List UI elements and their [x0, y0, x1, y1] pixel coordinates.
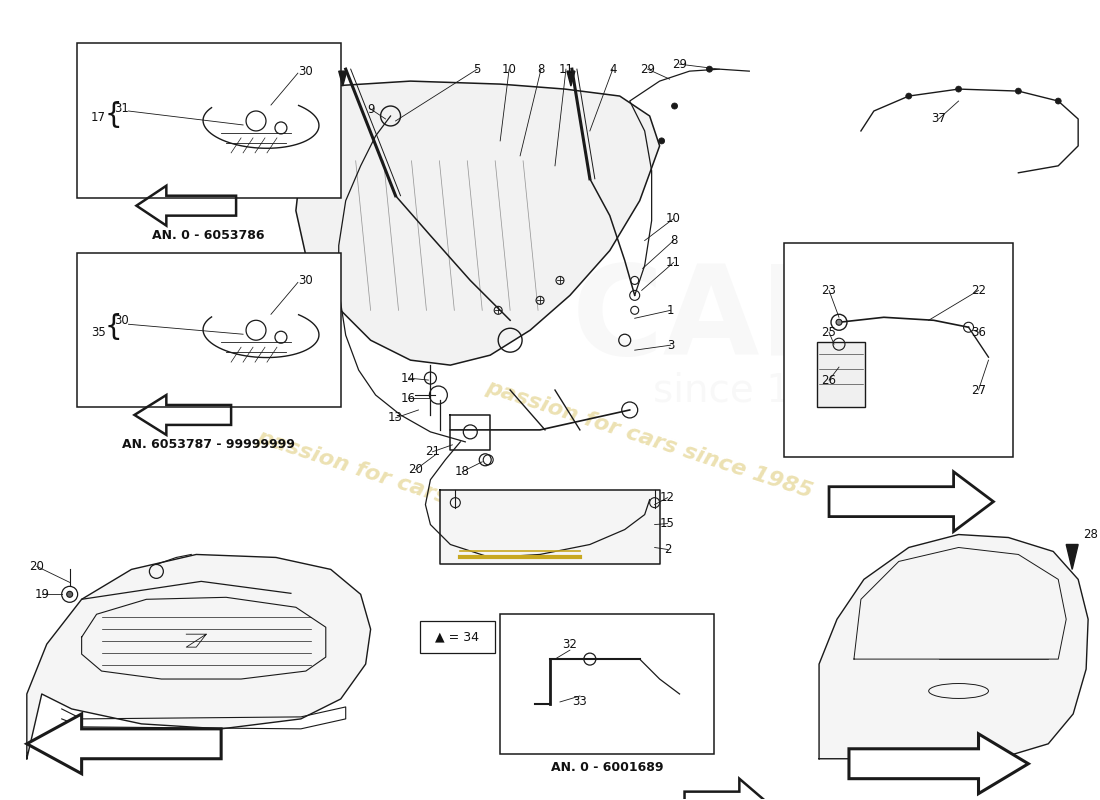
Polygon shape: [26, 554, 371, 758]
Text: 5: 5: [474, 62, 481, 76]
Text: passion for cars since 1985: passion for cars since 1985: [254, 427, 586, 552]
Text: 20: 20: [408, 463, 422, 476]
Text: 2: 2: [663, 543, 671, 556]
Text: 12: 12: [660, 491, 675, 504]
Text: ▲ = 34: ▲ = 34: [436, 630, 480, 644]
FancyBboxPatch shape: [817, 342, 865, 407]
FancyBboxPatch shape: [77, 43, 341, 198]
Text: 30: 30: [298, 274, 314, 287]
Text: 15: 15: [660, 517, 675, 530]
Text: 9: 9: [367, 102, 374, 115]
Text: 37: 37: [932, 113, 946, 126]
Polygon shape: [829, 472, 993, 531]
FancyBboxPatch shape: [420, 622, 495, 653]
Text: 3: 3: [667, 338, 674, 352]
Text: 28: 28: [1082, 528, 1098, 541]
Polygon shape: [440, 490, 660, 565]
Text: 1: 1: [667, 304, 674, 317]
Text: 30: 30: [298, 65, 314, 78]
Polygon shape: [296, 81, 660, 365]
Circle shape: [706, 66, 713, 72]
Text: 29: 29: [672, 58, 688, 70]
Polygon shape: [1066, 545, 1078, 570]
Text: since 1985: since 1985: [653, 371, 866, 409]
Text: 13: 13: [388, 411, 403, 425]
FancyBboxPatch shape: [500, 614, 714, 754]
Text: 8: 8: [537, 62, 544, 76]
Circle shape: [67, 591, 73, 598]
Text: AN. 0 - 6001689: AN. 0 - 6001689: [551, 762, 663, 774]
Text: 27: 27: [971, 383, 986, 397]
Text: 20: 20: [30, 560, 44, 573]
Circle shape: [1055, 98, 1061, 104]
Text: 10: 10: [502, 62, 517, 76]
Text: 23: 23: [822, 284, 836, 297]
Circle shape: [836, 319, 842, 326]
Polygon shape: [849, 734, 1028, 794]
Circle shape: [905, 93, 912, 99]
Text: 8: 8: [670, 234, 678, 247]
Text: 11: 11: [667, 256, 681, 269]
Circle shape: [956, 86, 961, 92]
Text: 10: 10: [667, 212, 681, 225]
Text: 18: 18: [455, 466, 470, 478]
Text: 16: 16: [402, 391, 416, 405]
Text: 11: 11: [559, 62, 573, 76]
Circle shape: [1015, 88, 1022, 94]
Text: AN. 0 - 6053786: AN. 0 - 6053786: [152, 229, 264, 242]
FancyBboxPatch shape: [784, 242, 1013, 457]
FancyBboxPatch shape: [77, 253, 341, 407]
Text: CARS: CARS: [572, 260, 947, 381]
Polygon shape: [26, 714, 221, 774]
Text: 33: 33: [572, 695, 587, 709]
Text: 32: 32: [562, 638, 578, 650]
Text: 14: 14: [402, 371, 416, 385]
Text: 19: 19: [34, 588, 50, 601]
Text: 22: 22: [971, 284, 986, 297]
Text: 26: 26: [822, 374, 836, 386]
Polygon shape: [684, 778, 774, 800]
Text: passion for cars since 1985: passion for cars since 1985: [484, 378, 816, 502]
Text: {: {: [104, 101, 122, 129]
Circle shape: [672, 103, 678, 109]
Polygon shape: [339, 71, 346, 86]
Text: AN. 6053787 - 99999999: AN. 6053787 - 99999999: [122, 438, 295, 451]
Text: 29: 29: [640, 62, 656, 76]
Text: 21: 21: [425, 446, 440, 458]
Text: 31: 31: [114, 102, 129, 114]
Text: 4: 4: [609, 62, 616, 76]
Text: 25: 25: [822, 326, 836, 338]
Text: 17: 17: [91, 111, 106, 125]
Polygon shape: [820, 534, 1088, 758]
Circle shape: [659, 138, 664, 144]
Text: {: {: [104, 314, 122, 342]
Polygon shape: [566, 71, 575, 86]
Text: 36: 36: [971, 326, 986, 338]
Text: 30: 30: [114, 314, 129, 326]
Text: 35: 35: [91, 326, 106, 338]
